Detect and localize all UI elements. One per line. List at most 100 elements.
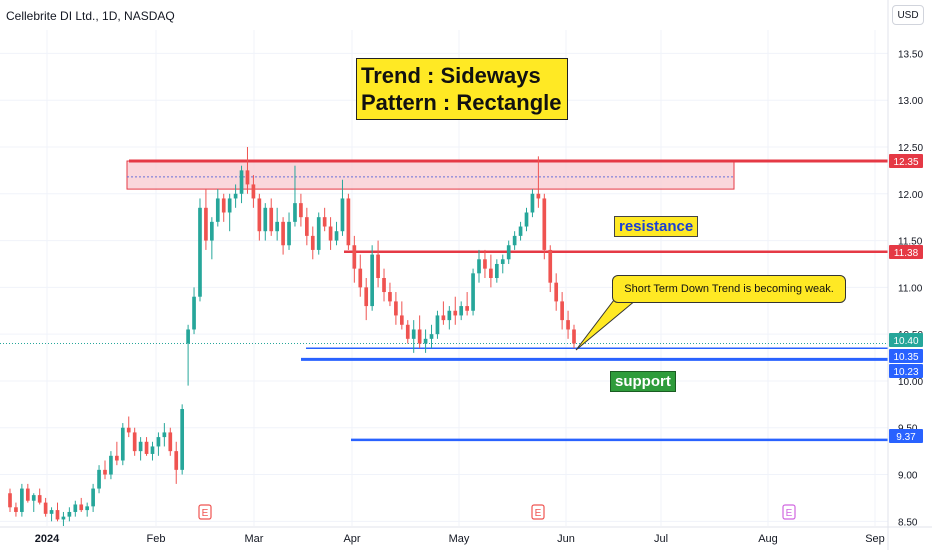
- trend-annotation-line2: Pattern : Rectangle: [361, 90, 562, 115]
- candle-body: [518, 226, 523, 236]
- y-tick-label: 10.00: [898, 377, 923, 388]
- price-tags: 12.35 11.38 10.40 10.35 10.23 9.37: [889, 154, 923, 443]
- candle-body: [328, 226, 333, 241]
- candle: [358, 254, 363, 297]
- candle-body: [394, 301, 398, 316]
- candle: [441, 301, 446, 325]
- candle-body: [275, 221, 279, 232]
- price-tag-label: 9.37: [896, 432, 916, 443]
- candle-body: [156, 437, 161, 447]
- candle-body: [358, 268, 363, 288]
- candlestick-series: [8, 146, 576, 526]
- candle-body: [441, 315, 446, 321]
- candle: [221, 193, 226, 222]
- support-label: support: [610, 371, 676, 392]
- candle-body: [150, 446, 155, 454]
- price-tag-label: 10.35: [893, 352, 918, 363]
- price-tag-label: 10.23: [893, 367, 918, 378]
- price-tag: 10.40: [889, 333, 923, 347]
- price-tag-box: [889, 333, 923, 347]
- candle-body: [215, 198, 220, 222]
- candle: [489, 254, 493, 288]
- y-tick-label: 11.50: [898, 237, 923, 248]
- candle: [174, 441, 179, 484]
- earnings-marker[interactable]: E: [782, 504, 796, 520]
- candle-body: [334, 231, 339, 241]
- price-tag-label: 11.38: [894, 248, 919, 259]
- candle-body: [310, 235, 315, 250]
- y-tick-label: 13.00: [898, 96, 923, 107]
- candle-body: [465, 306, 469, 311]
- candle: [43, 497, 48, 517]
- y-axis: 8.509.009.5010.0010.5011.0011.5012.0012.…: [887, 0, 923, 550]
- candle: [287, 212, 291, 250]
- candle: [310, 226, 315, 260]
- candle: [67, 507, 72, 522]
- candle-body: [31, 495, 36, 501]
- candle-body: [293, 203, 297, 222]
- horizontal-levels: [129, 159, 888, 442]
- candle: [340, 179, 345, 236]
- candle: [257, 193, 262, 241]
- candle: [376, 240, 380, 288]
- earnings-marker-label: E: [202, 508, 209, 519]
- candle: [477, 249, 481, 283]
- candle: [251, 175, 256, 208]
- candle-body: [168, 432, 173, 452]
- candle-body: [423, 338, 428, 344]
- price-tag-box: [889, 429, 923, 443]
- y-tick-label: 8.50: [898, 517, 918, 528]
- candle-body: [210, 221, 214, 241]
- x-tick-label: Sep: [865, 533, 885, 545]
- candle: [483, 249, 487, 278]
- candle-body: [85, 506, 90, 511]
- candle-body: [352, 245, 357, 269]
- candle: [524, 207, 529, 232]
- candle: [518, 221, 523, 241]
- candle-body: [55, 510, 60, 520]
- candle: [150, 441, 155, 461]
- candle: [346, 193, 351, 250]
- candle-body: [382, 278, 386, 293]
- candle: [215, 189, 220, 227]
- candle: [554, 273, 559, 311]
- candle: [536, 156, 541, 208]
- price-tag: 10.35: [889, 349, 923, 363]
- candle: [334, 221, 339, 246]
- candle-body: [500, 259, 505, 264]
- candle-body: [411, 329, 416, 339]
- candle: [132, 427, 137, 456]
- earnings-marker-box: [782, 504, 796, 520]
- x-tick-label: Apr: [343, 533, 360, 545]
- candle: [316, 212, 321, 255]
- candle-body: [14, 507, 18, 512]
- candle: [471, 268, 475, 316]
- candle: [85, 502, 90, 517]
- price-tag: 10.23: [889, 364, 923, 378]
- candle: [61, 511, 66, 526]
- candle: [115, 441, 119, 466]
- earnings-marker[interactable]: E: [531, 504, 545, 520]
- x-tick-label: Aug: [758, 533, 778, 545]
- earnings-marker-box: [198, 504, 212, 520]
- earnings-marker[interactable]: E: [198, 504, 212, 520]
- candle: [138, 437, 143, 461]
- earnings-marker-label: E: [535, 508, 542, 519]
- price-tag-box: [889, 245, 923, 259]
- candle-body: [405, 324, 410, 339]
- candle: [144, 437, 149, 456]
- currency-button[interactable]: USD: [892, 5, 924, 25]
- candle: [180, 404, 185, 475]
- candle-body: [447, 310, 452, 321]
- candle-body: [346, 198, 351, 246]
- candle: [512, 231, 517, 250]
- candle-body: [364, 287, 369, 307]
- candle-body: [572, 329, 576, 344]
- price-tag-box: [889, 154, 923, 168]
- candle-body: [245, 170, 250, 185]
- candle: [73, 500, 78, 517]
- candle: [328, 217, 333, 250]
- x-tick-label: Mar: [245, 533, 264, 545]
